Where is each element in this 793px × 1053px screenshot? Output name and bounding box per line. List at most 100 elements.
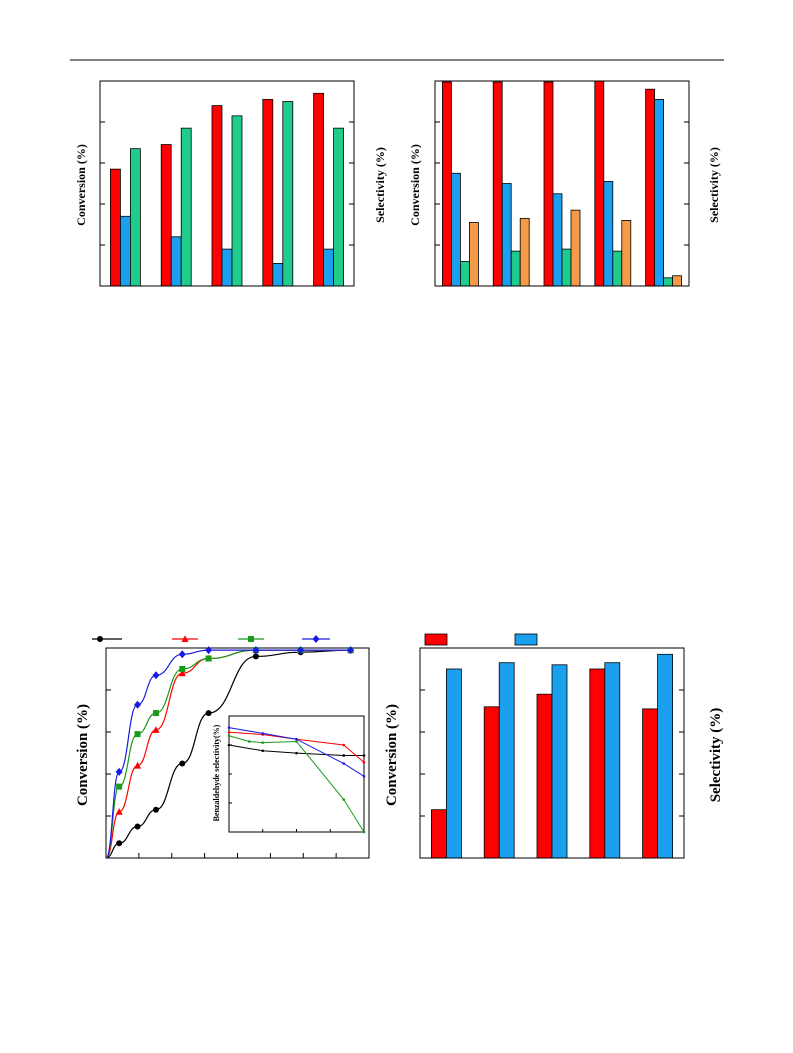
inset-frame [228,715,365,833]
legend-swatch-2 [514,633,538,646]
bar-s4-g3 [570,209,581,287]
bar-s1-g4 [594,80,605,287]
plot-frame [99,80,355,287]
bar-s3-g2 [180,127,192,287]
bar-s1-g2 [483,706,500,859]
bar-s3-g5 [663,277,673,287]
series-4-point [252,646,260,655]
chart-3: Conversion (%) Benzaldehyde selectivity(… [75,635,370,859]
series-3-point [205,655,212,662]
chart-3-plot [105,646,370,859]
chart-4: Conversion (%) Selectivity (%) [384,633,724,859]
chart-1-ylabel-right: Selectivity (%) [373,147,387,223]
chart-2-ylabel-left: Conversion (%) [408,144,422,226]
bar-s4-g5 [672,275,682,287]
inset-series-3-point [362,830,366,834]
series-4-point [347,646,355,655]
bar-s2-g2 [501,183,512,287]
bar-s1-g5 [313,92,325,287]
legend-marker-2 [181,635,189,642]
chart-4-ylabel-right: Selectivity (%) [708,708,724,803]
inset-series-1-point [227,743,231,747]
series-1-point [179,760,186,767]
inset-series-2-point [227,730,231,734]
bar-s1-g3 [211,105,223,287]
bar-s2-g4 [272,263,284,287]
series-1-point [134,823,141,830]
inset-series-1-point [362,754,366,757]
bar-s1-g1 [110,168,121,287]
chart-3-inset: Benzaldehyde selectivity(%) [212,715,366,834]
bar-s2-g5 [657,653,673,859]
bar-s1-g3 [536,693,553,859]
bar-s1-g4 [589,668,606,859]
bar-s3-g4 [282,101,294,287]
bar-s2-g4 [604,662,621,859]
bar-s1-g2 [160,144,172,287]
bar-s2-g1 [120,215,131,287]
bar-s1-g1 [430,809,447,859]
series-4-point [178,650,186,659]
bar-s4-g4 [621,219,632,287]
series-4-point [205,646,213,655]
inset-series-3-point [342,798,346,801]
bar-s2-g1 [450,172,461,287]
series-4-line [105,649,351,859]
bar-s4-g2 [519,217,530,287]
inset-series-4-point [342,762,346,765]
chart-2: Conversion (%) Selectivity (%) [408,80,721,287]
inset-series-3-point [247,740,251,743]
bar-s3-g5 [333,127,345,287]
bar-s3-g4 [612,250,623,287]
inset-series-4-point [362,775,366,778]
series-4-point [115,767,123,776]
legend-marker-1 [97,636,103,642]
chart-1-ylabel-left: Conversion (%) [74,144,88,226]
series-1-point [205,710,212,717]
chart-4-plot [419,647,685,859]
series-1-point [252,653,259,660]
inset-series-2-point [362,761,366,764]
bar-s1-g2 [492,81,503,287]
series-3-point [152,710,159,717]
bar-s2-g5 [323,248,335,287]
bar-s1-g5 [645,88,655,287]
bar-s1-g5 [642,708,658,859]
series-2-point [134,761,142,769]
bar-s4-g1 [468,222,479,287]
bar-s1-g1 [441,81,452,287]
inset-series-4-point [295,737,298,741]
bar-s3-g2 [510,250,521,287]
series-3-point [116,783,123,790]
legend-marker-4 [312,635,320,643]
bar-s2-g3 [551,664,568,859]
plot-frame [419,647,685,859]
legend-marker-3 [248,636,254,642]
series-4-point [297,646,305,655]
bar-s2-g5 [654,99,664,287]
inset-series-3-point [295,740,298,743]
series-4-point [152,671,160,680]
bar-s2-g3 [221,248,233,287]
series-2-point [152,726,160,733]
chart-3-inset-ylabel: Benzaldehyde selectivity(%) [212,724,221,821]
legend-swatch-1 [424,633,448,646]
inset-series-3-line [228,735,365,833]
plot-frame [434,80,690,287]
chart-2-ylabel-right: Selectivity (%) [707,147,721,223]
bar-s3-g1 [459,260,470,287]
series-3-point [179,666,186,672]
inset-series-3-point [227,734,231,738]
chart-3-legend [92,635,330,643]
plot-frame [105,647,370,859]
bar-s2-g3 [552,193,563,287]
chart-3-ylabel-left: Conversion (%) [75,704,91,806]
bar-s1-g4 [262,99,274,287]
bar-s3-g3 [231,115,243,287]
inset-series-4-point [261,732,265,735]
inset-series-1-point [342,754,346,757]
series-2-point [178,669,186,677]
bar-s2-g2 [498,662,515,859]
inset-series-4-point [227,726,231,729]
